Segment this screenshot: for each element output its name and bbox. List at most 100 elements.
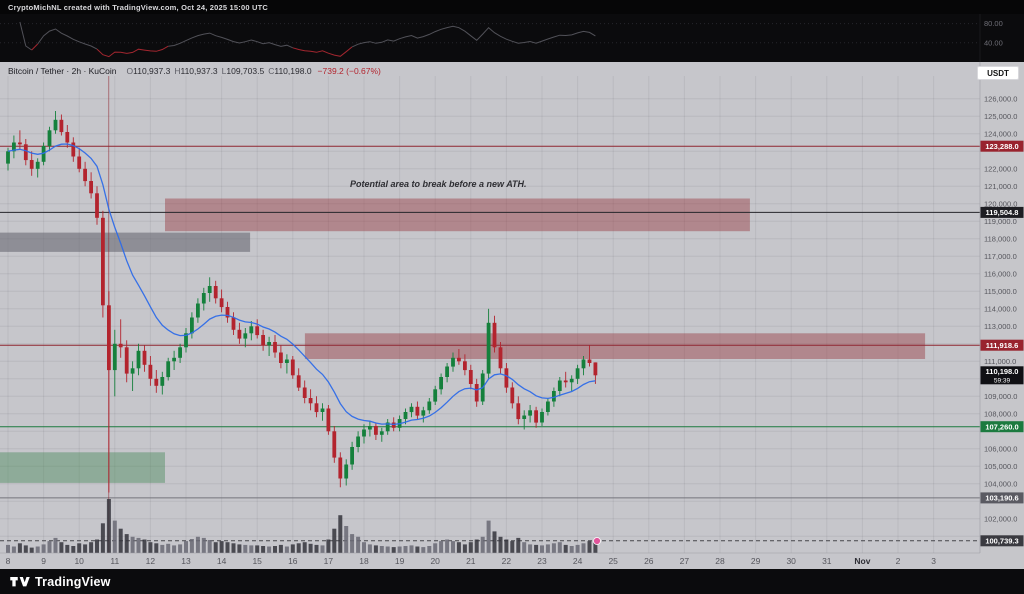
candle-body — [6, 151, 10, 164]
volume-bar — [362, 542, 366, 553]
price-label-text: 103,190.6 — [985, 494, 1018, 503]
volume-bar — [338, 515, 343, 553]
candle-body — [107, 305, 111, 371]
supply-zone-upper[interactable] — [165, 198, 750, 232]
candle-body — [403, 412, 408, 419]
volume-bar — [249, 545, 254, 553]
candle-body — [196, 303, 200, 318]
candle-body — [569, 378, 574, 383]
price-label — [980, 421, 1024, 433]
volume-bar — [112, 520, 117, 553]
candle-body — [308, 398, 313, 404]
candle-body — [273, 342, 277, 353]
oscillator-canvas[interactable]: 80.00 40.00 — [0, 14, 1024, 62]
candle-body — [290, 359, 295, 376]
candle-body — [379, 431, 384, 435]
candle-body — [41, 146, 46, 162]
candle-body — [83, 168, 87, 182]
candle-body — [474, 384, 479, 402]
price-countdown: 59:39 — [994, 377, 1011, 384]
tradingview-logo[interactable]: TradingView — [10, 574, 111, 589]
volume-bar — [534, 544, 539, 553]
volume-bar — [53, 537, 58, 553]
volume-bar — [462, 544, 467, 553]
time-label: 17 — [324, 556, 334, 566]
price-label — [980, 140, 1024, 152]
price-label-text: 107,260.0 — [985, 422, 1018, 431]
chart-canvas[interactable]: 8 9 10 11 12 13 14 15 16 17 18 19 20 21 22 23 24 25 26 27 28… — [0, 62, 1024, 569]
candle-body — [29, 160, 34, 169]
volume-bar — [29, 547, 34, 553]
chart-area: 8 9 10 11 12 13 14 15 16 17 18 19 20 21 22 23 24 25 26 27 28… — [0, 62, 1024, 569]
candle-body — [385, 422, 390, 432]
volume-bar — [166, 543, 171, 553]
volume-bar — [403, 546, 408, 553]
candle-body — [504, 368, 509, 388]
currency-button[interactable]: USDT — [977, 66, 1019, 80]
gray-zone[interactable] — [0, 232, 251, 252]
volume-bar — [106, 499, 111, 553]
volume-bar — [237, 544, 242, 553]
time-label: 22 — [502, 556, 512, 566]
volume-bar — [118, 528, 123, 553]
price-tick: 115,000.0 — [984, 287, 1017, 296]
price-label-text: 110,198.0 — [986, 367, 1019, 376]
candle-body — [124, 347, 129, 374]
ohlc-value: 110,198.0 — [274, 66, 312, 76]
volume-bar — [332, 528, 337, 553]
volume-bar — [41, 544, 46, 553]
price-label — [980, 535, 1024, 547]
candle-body — [415, 406, 420, 416]
candle-body — [178, 347, 182, 358]
volume-bar — [160, 544, 165, 553]
demand-zone-green[interactable] — [0, 452, 165, 483]
time-label: 24 — [573, 556, 583, 566]
price-label-text: 100,739.3 — [985, 536, 1018, 545]
oscillator-line — [351, 25, 596, 48]
candle-body — [314, 403, 319, 413]
price-tick: 126,000.0 — [984, 94, 1017, 103]
volume-bar — [189, 539, 194, 553]
price-label-text: 119,504.8 — [986, 208, 1019, 217]
volume-bar — [154, 543, 159, 553]
candle-body — [546, 401, 550, 412]
volume-bar — [581, 543, 586, 553]
candle-body — [540, 412, 544, 423]
supply-zone-mid[interactable] — [304, 333, 926, 359]
volume-bar — [47, 541, 52, 553]
ohlc-value: 110,937.3 — [133, 66, 171, 76]
sticker-icon[interactable] — [593, 537, 601, 545]
symbol-title[interactable]: Bitcoin / Tether · 2h · KuCoin — [8, 66, 117, 76]
time-label: 15 — [252, 556, 262, 566]
candle-body — [557, 380, 562, 391]
candle-body — [219, 298, 224, 308]
volume-bar — [545, 544, 550, 553]
price-tick: 105,000.0 — [984, 462, 1017, 471]
price-tick: 106,000.0 — [984, 444, 1017, 453]
ohlc-key: C — [268, 66, 275, 76]
oscillator-pane[interactable]: 80.00 40.00 — [0, 14, 1024, 62]
candle-body — [255, 326, 260, 336]
volume-bar — [456, 542, 461, 553]
candle-body — [112, 343, 117, 371]
candle-body — [279, 352, 283, 363]
candle-body — [154, 378, 159, 386]
time-label: 20 — [430, 556, 440, 566]
candle-body — [338, 457, 343, 479]
volume-bar — [142, 539, 147, 553]
candle-body — [225, 307, 230, 318]
candle-body — [374, 426, 378, 435]
candle-body — [35, 161, 40, 169]
candle-body — [451, 357, 455, 367]
volume-bar — [563, 544, 568, 553]
volume-bar — [23, 545, 28, 553]
price-tick: 102,000.0 — [984, 514, 1017, 523]
price-label — [980, 339, 1024, 351]
volume-bar — [243, 544, 248, 553]
volume-bar — [17, 543, 22, 553]
candle-body — [184, 333, 188, 348]
candle-body — [593, 362, 598, 376]
chart-annotation[interactable]: Potential area to break before a new ATH… — [350, 179, 527, 189]
indicator-tick: 80.00 — [984, 19, 1003, 28]
candle-body — [95, 193, 99, 218]
